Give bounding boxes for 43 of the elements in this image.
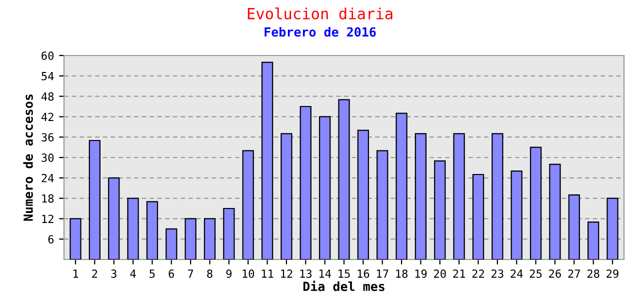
x-tick-label: 6 bbox=[168, 269, 174, 278]
x-tick-label: 12 bbox=[281, 269, 292, 278]
x-tick-label: 25 bbox=[530, 269, 542, 278]
x-tick-label: 14 bbox=[319, 270, 331, 278]
x-tick-label: 17 bbox=[377, 270, 388, 278]
x-tick-label: 19 bbox=[415, 269, 427, 278]
y-tick-label: 36 bbox=[42, 133, 54, 142]
x-tick-label: 28 bbox=[587, 269, 600, 278]
y-tick-label: 42 bbox=[41, 112, 54, 121]
y-tick-label: 48 bbox=[41, 92, 54, 101]
y-tick-label: 12 bbox=[42, 214, 54, 223]
x-tick-label: 8 bbox=[207, 269, 212, 278]
x-tick-label: 15 bbox=[338, 270, 350, 278]
x-tick-label: 3 bbox=[111, 269, 116, 278]
x-tick-label: 16 bbox=[358, 269, 370, 278]
x-tick-label: 22 bbox=[472, 269, 484, 278]
x-tick-label: 5 bbox=[150, 270, 155, 278]
x-tick-label: 20 bbox=[434, 269, 446, 278]
x-tick-label: 4 bbox=[130, 270, 136, 278]
chart-subtitle: Febrero de 2016 bbox=[264, 27, 376, 37]
y-axis-title: Numero de accesos bbox=[23, 94, 33, 221]
x-tick-label: 18 bbox=[396, 269, 408, 278]
chart-title: Evolucion diaria bbox=[248, 8, 392, 20]
x-tick-label: 26 bbox=[549, 269, 561, 278]
y-tick-label: 54 bbox=[42, 72, 54, 80]
x-tick-label: 23 bbox=[492, 269, 504, 278]
x-tick-label: 2 bbox=[92, 269, 98, 278]
x-tick-label: 9 bbox=[226, 269, 232, 278]
x-tick-label: 27 bbox=[568, 269, 580, 278]
y-tick-label: 30 bbox=[42, 154, 54, 162]
x-tick-label: 29 bbox=[606, 269, 618, 278]
y-tick-label: 6 bbox=[48, 235, 54, 244]
x-axis-title: Dia del mes bbox=[303, 280, 384, 292]
x-tick-label: 13 bbox=[300, 269, 312, 278]
y-tick-label: 24 bbox=[42, 174, 54, 182]
x-tick-label: 1 bbox=[73, 270, 78, 278]
x-tick-label: 7 bbox=[188, 270, 194, 278]
y-tick-label: 60 bbox=[42, 52, 54, 60]
x-tick-label: 24 bbox=[510, 269, 523, 278]
x-tick-label: 11 bbox=[262, 270, 274, 278]
x-tick-label: 21 bbox=[453, 269, 466, 278]
x-tick-label: 10 bbox=[242, 269, 254, 278]
y-tick-label: 18 bbox=[42, 194, 54, 203]
